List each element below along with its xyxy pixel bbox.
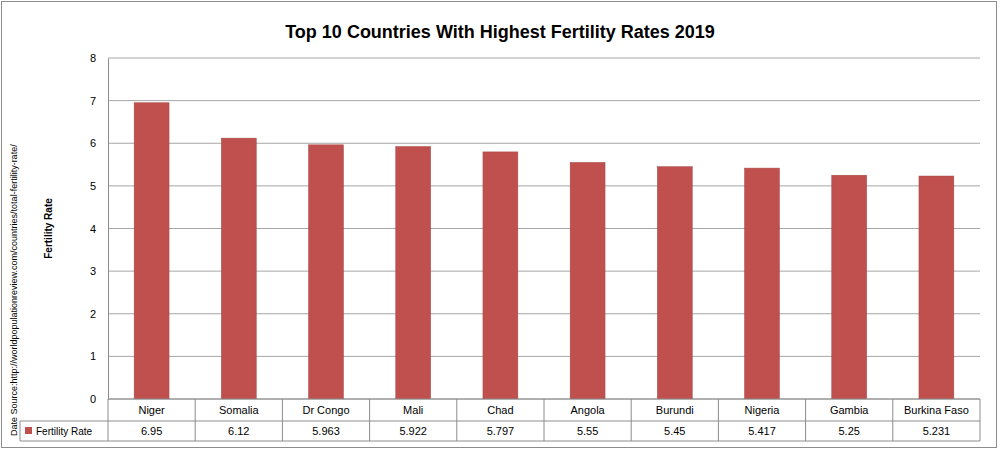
x-tick-label: Nigeria <box>745 404 781 416</box>
y-axis: 0 1 2 3 4 5 6 7 8 <box>90 52 109 405</box>
y-tick-label: 0 <box>90 393 96 405</box>
grid <box>108 58 980 399</box>
y-tick-label: 5 <box>90 180 96 192</box>
x-tick-label: Burundi <box>656 404 694 416</box>
data-label: 5.25 <box>838 425 859 437</box>
data-label: 6.95 <box>141 425 162 437</box>
y-tick-label: 3 <box>90 265 96 277</box>
y-axis-line <box>108 59 109 400</box>
data-label: 5.45 <box>664 425 685 437</box>
table-line <box>20 421 980 422</box>
y-axis-title: Fertility Rate <box>43 198 54 259</box>
table-line <box>108 399 109 441</box>
table-line <box>718 399 719 441</box>
chart-title: Top 10 Countries With Highest Fertility … <box>285 22 715 42</box>
table-line <box>631 399 632 441</box>
y-tick-label: 2 <box>90 308 96 320</box>
y-tick-label: 7 <box>90 95 96 107</box>
table-line <box>369 399 370 441</box>
bar <box>832 175 867 399</box>
chart-container: 0 1 2 3 4 5 6 7 8 Niger Somalia Dr Congo Mali Chad Ang… <box>0 0 1000 450</box>
y-tick: 3 <box>90 265 108 277</box>
table-line <box>456 399 457 441</box>
data-label: 5.55 <box>577 425 598 437</box>
bar <box>309 145 344 399</box>
table-line <box>544 399 545 441</box>
y-tick-label: 6 <box>90 137 96 149</box>
y-tick: 7 <box>90 95 108 107</box>
chart-svg: 0 1 2 3 4 5 6 7 8 Niger Somalia Dr Congo Mali Chad Ang… <box>0 0 1000 450</box>
x-tick-label: Gambia <box>830 404 869 416</box>
bar <box>396 147 431 399</box>
x-tick-label: Chad <box>487 404 513 416</box>
y-tick: 1 <box>90 350 108 362</box>
y-tick: 6 <box>90 137 108 149</box>
y-tick-label: 8 <box>90 52 96 64</box>
data-label: 5.417 <box>748 425 776 437</box>
y-tick: 4 <box>90 223 108 235</box>
bar <box>570 162 605 399</box>
data-label: 5.231 <box>923 425 951 437</box>
bar <box>134 103 169 399</box>
legend-swatch <box>25 427 32 434</box>
data-label: 5.963 <box>312 425 340 437</box>
x-tick-label: Dr Congo <box>302 404 349 416</box>
y-tick: 8 <box>90 52 108 64</box>
table-line <box>892 399 893 441</box>
y-tick-label: 4 <box>90 223 96 235</box>
data-label: 6.12 <box>228 425 249 437</box>
data-label: 5.797 <box>487 425 515 437</box>
y-tick-label: 1 <box>90 350 96 362</box>
bar <box>919 176 954 399</box>
x-tick-label: Mali <box>403 404 423 416</box>
x-tick-label: Burkina Faso <box>904 404 969 416</box>
bar <box>657 167 692 399</box>
data-label: 5.922 <box>399 425 427 437</box>
data-table: Niger Somalia Dr Congo Mali Chad Angola Burund… <box>20 399 980 441</box>
x-tick-label: Somalia <box>219 404 260 416</box>
table-line <box>282 399 283 441</box>
bar <box>745 168 780 399</box>
legend-label: Fertility Rate <box>36 426 93 437</box>
chart-border <box>2 2 997 448</box>
y-tick: 0 <box>90 393 108 405</box>
annotation: Date Source:http://worldpopulationreview… <box>9 144 19 436</box>
table-line <box>20 421 21 441</box>
table-line <box>195 399 196 441</box>
bar <box>483 152 518 399</box>
y-tick: 5 <box>90 180 108 192</box>
x-tick-label: Niger <box>138 404 165 416</box>
grid-line <box>108 58 980 59</box>
grid-line <box>108 100 980 101</box>
table-line <box>20 441 980 442</box>
y-tick: 2 <box>90 308 108 320</box>
x-tick-label: Angola <box>570 404 605 416</box>
table-line <box>805 399 806 441</box>
table-line <box>980 399 981 441</box>
bar <box>221 138 256 399</box>
bars <box>134 103 954 399</box>
